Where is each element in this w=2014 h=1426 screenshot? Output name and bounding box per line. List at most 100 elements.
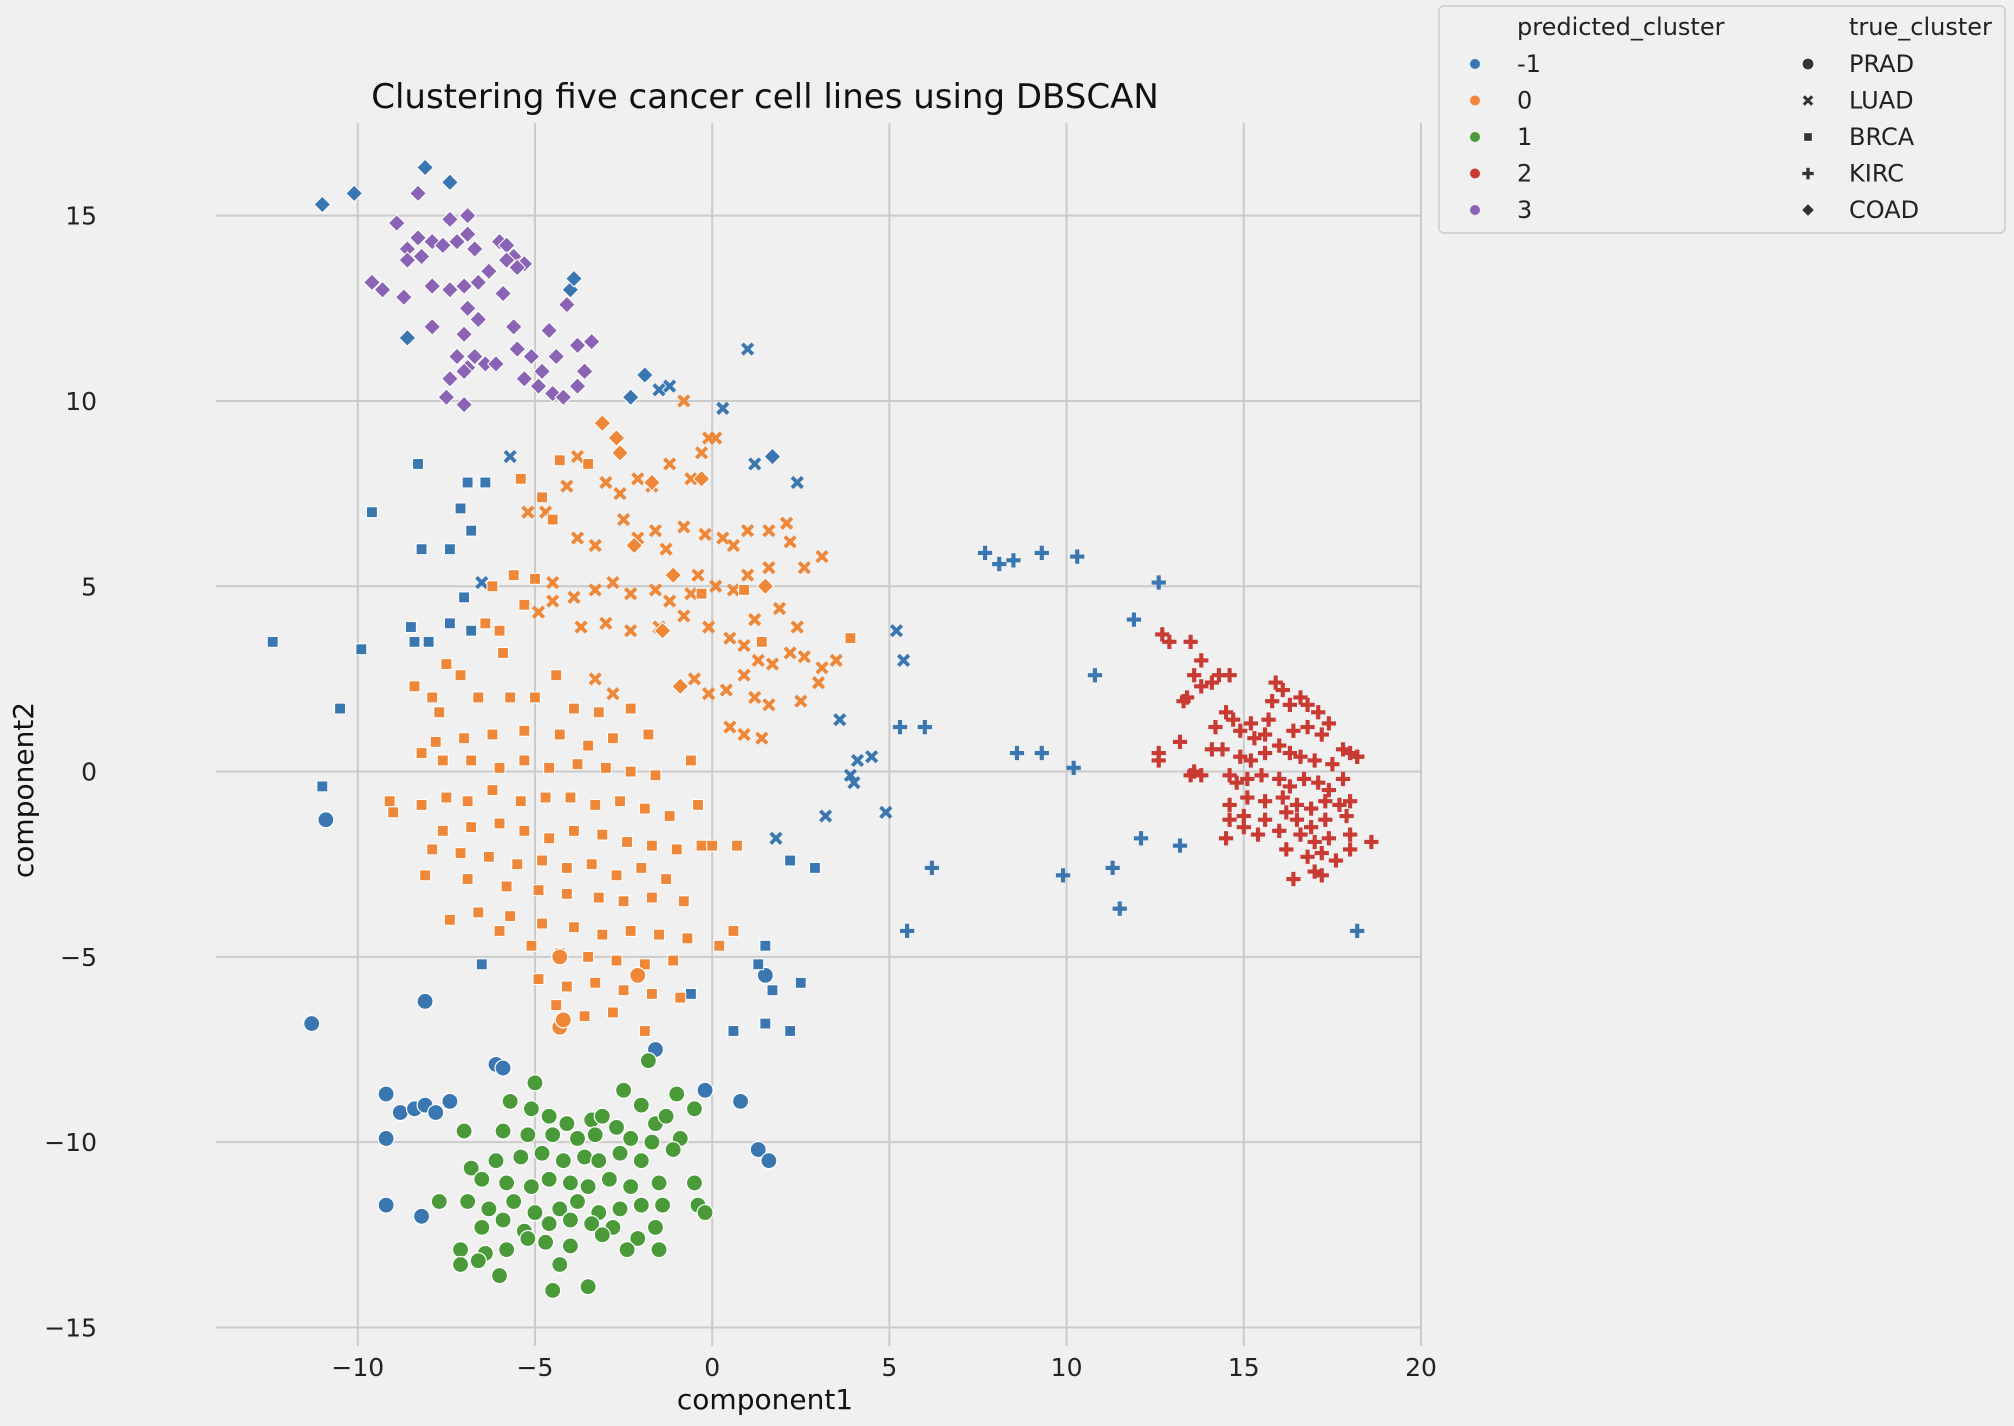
data-point [423,317,442,336]
data-point [560,980,573,993]
data-point [1250,827,1266,842]
y-tick-label: 0 [81,758,97,787]
data-point [639,1052,657,1070]
data-point [1194,679,1209,694]
data-point [648,583,663,597]
data-point [794,694,808,708]
data-point [462,1159,480,1177]
data-point [568,702,580,715]
data-point [334,702,346,715]
data-point [599,761,612,774]
x-tick-label: 0 [704,1353,720,1382]
data-point [529,691,541,704]
data-point [677,895,690,908]
data-point [518,724,531,737]
data-point [638,1025,651,1037]
y-tick-label: 10 [65,387,97,416]
data-point [508,340,527,359]
data-point [1218,705,1234,720]
data-point [596,828,609,841]
data-point [677,394,691,408]
data-point [377,1085,395,1103]
data-point [422,635,435,648]
data-point [377,1196,395,1214]
data-point [554,1011,572,1029]
data-point [625,536,644,555]
y-tick-label: −5 [60,943,97,972]
data-point [1321,716,1336,731]
data-point [681,932,694,945]
data-point [766,984,779,997]
data-point [610,954,623,967]
data-point [638,958,651,971]
legend-style-label: KIRC [1849,160,1904,188]
data-point [624,587,638,601]
data-point [670,843,683,856]
data-point [504,691,517,704]
data-point [1272,823,1287,838]
data-point [716,401,730,415]
data-point [892,719,908,735]
data-point [1218,831,1234,846]
data-point [1236,820,1251,835]
data-point [624,924,637,937]
data-point [684,472,698,486]
data-point [1311,705,1326,720]
data-point [752,958,765,971]
data-point [518,598,531,611]
data-point [624,624,638,638]
data-point [482,850,495,863]
data-point [377,1129,395,1148]
data-point [1257,794,1273,809]
data-point [1222,797,1237,813]
data-point [441,1092,459,1111]
data-point [657,1107,675,1125]
data-point [1222,768,1237,783]
data-point [611,443,629,462]
data-point [790,475,804,490]
data-point [632,1152,650,1170]
data-point [865,750,879,764]
y-tick-label: −15 [44,1313,97,1342]
data-point [578,1010,591,1023]
data-point [1176,694,1191,709]
data-point [1318,812,1333,827]
data-point [526,1203,544,1222]
data-point [684,987,697,1000]
data-point [546,594,560,608]
data-point [660,873,673,885]
data-point [1321,831,1336,846]
data-point [550,669,563,682]
data-point [473,1170,491,1188]
data-point [741,524,755,538]
data-point [611,1144,629,1162]
data-point [519,1229,537,1248]
data-point [695,587,708,600]
data-point [532,884,545,897]
data-point [408,635,421,648]
data-point [606,687,620,701]
data-point [829,653,843,667]
data-points [266,158,1379,1300]
data-point [394,288,413,307]
data-point [677,520,691,534]
data-point [546,513,559,526]
data-point [677,609,691,623]
data-point [1105,860,1120,876]
data-point [621,836,634,848]
data-point [448,232,466,251]
data-point [455,395,474,414]
data-point [797,650,811,664]
x-axis-ticks: −10 −5 0 5 10 15 20 [331,1353,1437,1382]
data-point [451,1255,470,1274]
data-point [1243,753,1259,768]
data-point [1126,612,1142,627]
data-point [1183,634,1198,649]
x-tick-label: −5 [517,1353,554,1382]
data-point [554,388,573,407]
data-point [544,1126,562,1144]
data-point [423,277,442,296]
data-point [811,676,826,690]
data-point [490,1266,509,1285]
data-point [917,719,932,735]
